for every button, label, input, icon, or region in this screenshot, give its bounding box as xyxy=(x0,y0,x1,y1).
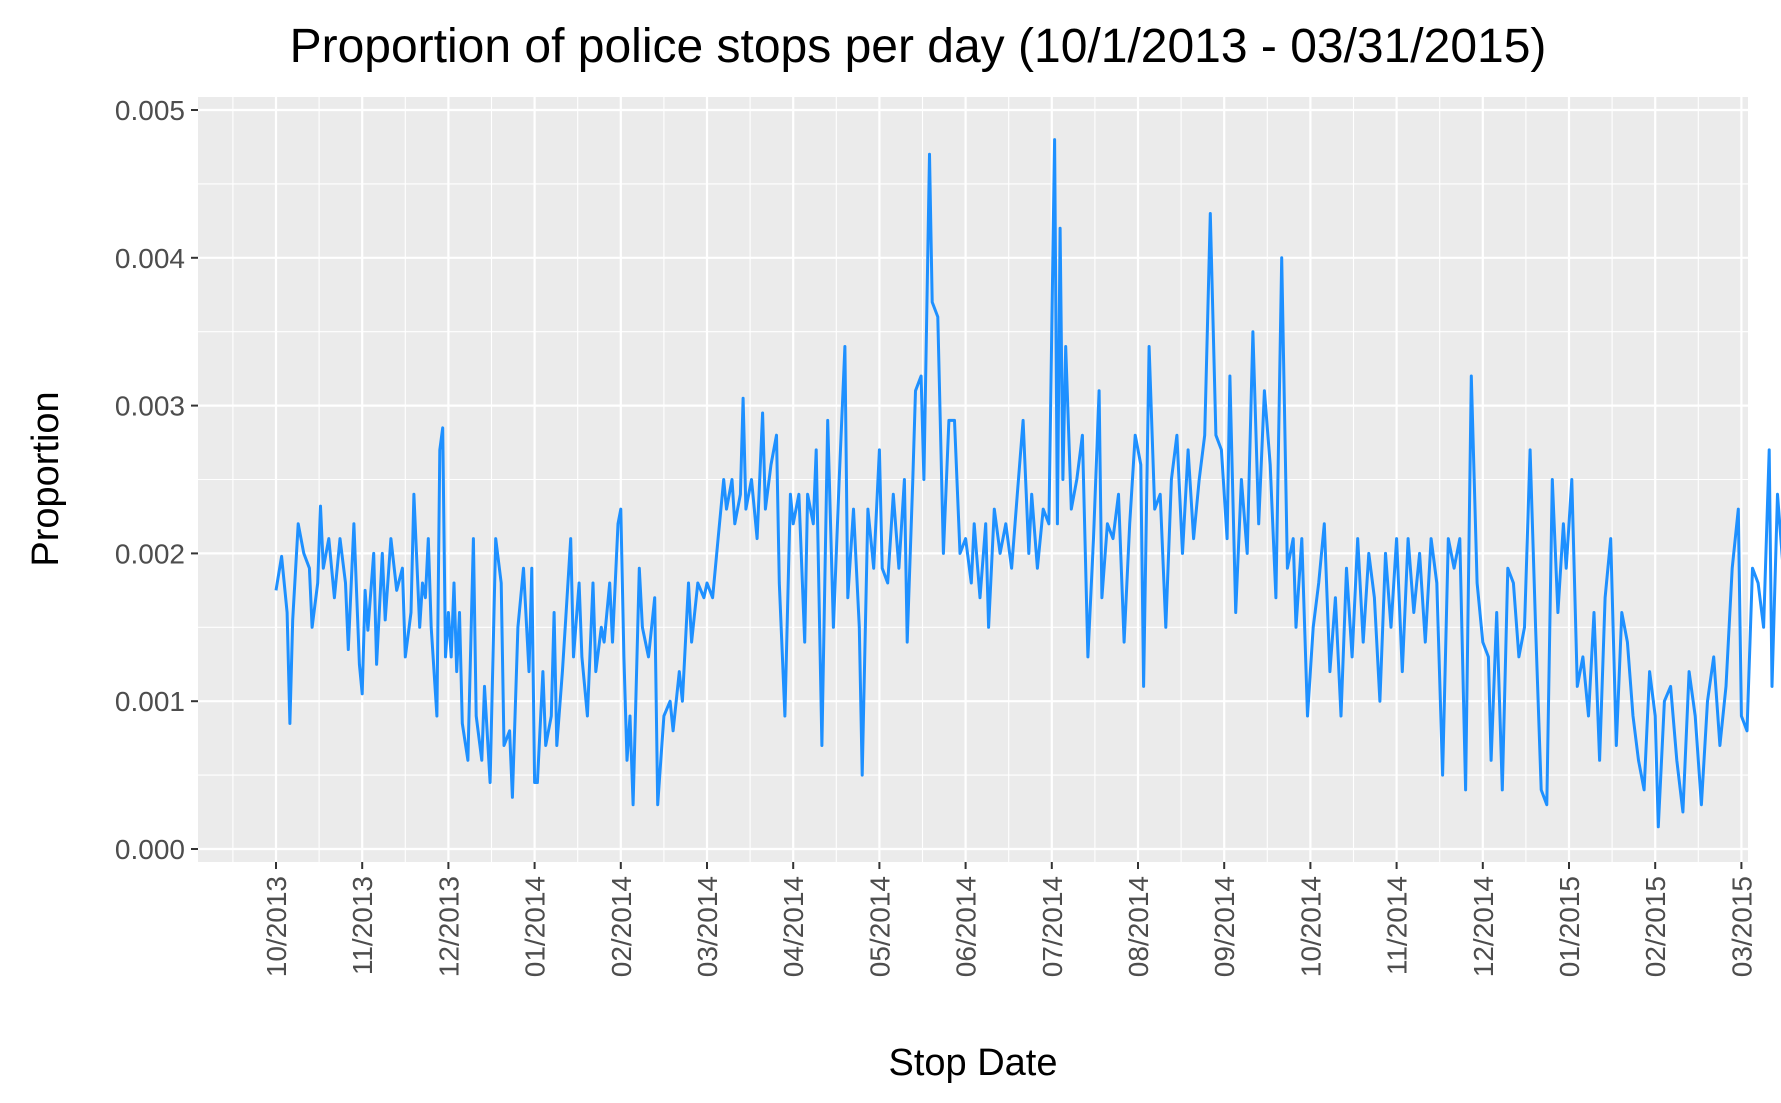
x-tick-label: 01/2015 xyxy=(1554,876,1585,977)
x-axis-title: Stop Date xyxy=(889,1042,1058,1084)
x-tick-label: 02/2014 xyxy=(606,876,637,977)
y-tick-label: 0.005 xyxy=(115,95,185,126)
x-tick-label: 11/2014 xyxy=(1382,876,1413,975)
x-tick-label: 03/2014 xyxy=(692,876,723,977)
y-tick-label: 0.001 xyxy=(115,686,185,717)
series-line xyxy=(274,138,1781,829)
y-axis-title: Proportion xyxy=(25,391,67,566)
y-tick-label: 0.000 xyxy=(115,834,185,865)
y-tick-label: 0.004 xyxy=(115,243,185,274)
x-tick-label: 04/2014 xyxy=(778,876,809,977)
x-axis: 10/2013 11/2013 12/2013 01/2014 02/2014 03/20… xyxy=(261,862,1757,977)
x-tick-label: 07/2014 xyxy=(1037,876,1068,977)
x-tick-label: 03/2015 xyxy=(1726,876,1757,977)
y-axis: 0.000 0.001 0.002 0.003 0.004 0.005 xyxy=(115,95,198,865)
x-tick-label: 10/2013 xyxy=(261,876,292,977)
x-tick-label: 02/2015 xyxy=(1640,876,1671,977)
x-tick-label: 11/2013 xyxy=(347,876,378,975)
x-tick-label: 08/2014 xyxy=(1123,876,1154,977)
y-tick-label: 0.003 xyxy=(115,391,185,422)
x-tick-label: 10/2014 xyxy=(1295,876,1326,977)
chart-title: Proportion of police stops per day (10/1… xyxy=(290,20,1547,73)
x-tick-label: 12/2013 xyxy=(433,876,464,977)
y-tick-label: 0.002 xyxy=(115,538,185,569)
x-tick-label: 01/2014 xyxy=(520,876,551,977)
x-tick-label: 12/2014 xyxy=(1468,876,1499,977)
x-tick-label: 06/2014 xyxy=(951,876,982,977)
major-gridlines xyxy=(198,97,1748,862)
x-tick-label: 05/2014 xyxy=(864,876,895,977)
x-tick-label: 09/2014 xyxy=(1209,876,1240,977)
